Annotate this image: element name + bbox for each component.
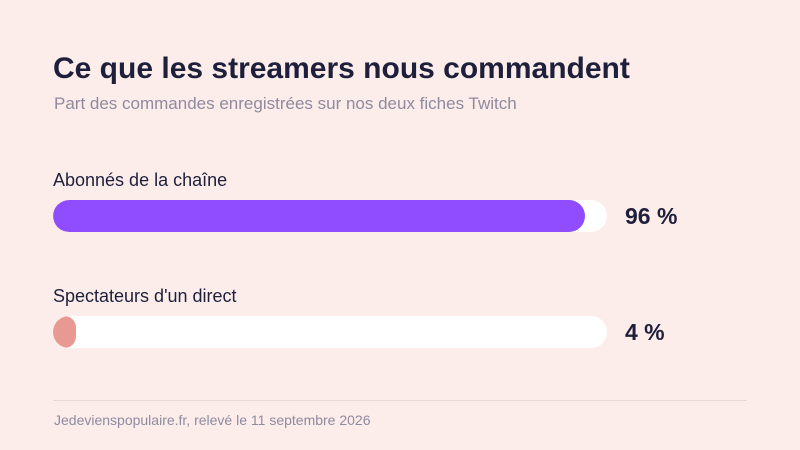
bar-value-abonnes: 96 % [625, 203, 678, 229]
bar-label-spectateurs: Spectateurs d'un direct [53, 286, 237, 306]
source-note: Jedeviens­populaire.fr, relevé le 11 sep… [54, 412, 371, 428]
bar-value-spectateurs: 4 % [625, 319, 665, 345]
bar-fill-abonnes [53, 200, 585, 232]
bar-row-spectateurs: Spectateurs d'un direct 4 % [53, 286, 743, 366]
bar-track-spectateurs [53, 316, 607, 348]
bar-row-abonnes: Abonnés de la chaîne 96 % [53, 170, 743, 250]
bar-label-abonnes: Abonnés de la chaîne [53, 170, 228, 190]
chart-title: Ce que les streamers nous commandent [53, 52, 630, 85]
bar-track-abonnes [53, 200, 607, 232]
bar-fill-spectateurs [53, 316, 76, 348]
chart-subtitle: Part des commandes enregistrées sur nos … [54, 94, 517, 113]
footer-divider [53, 400, 747, 401]
